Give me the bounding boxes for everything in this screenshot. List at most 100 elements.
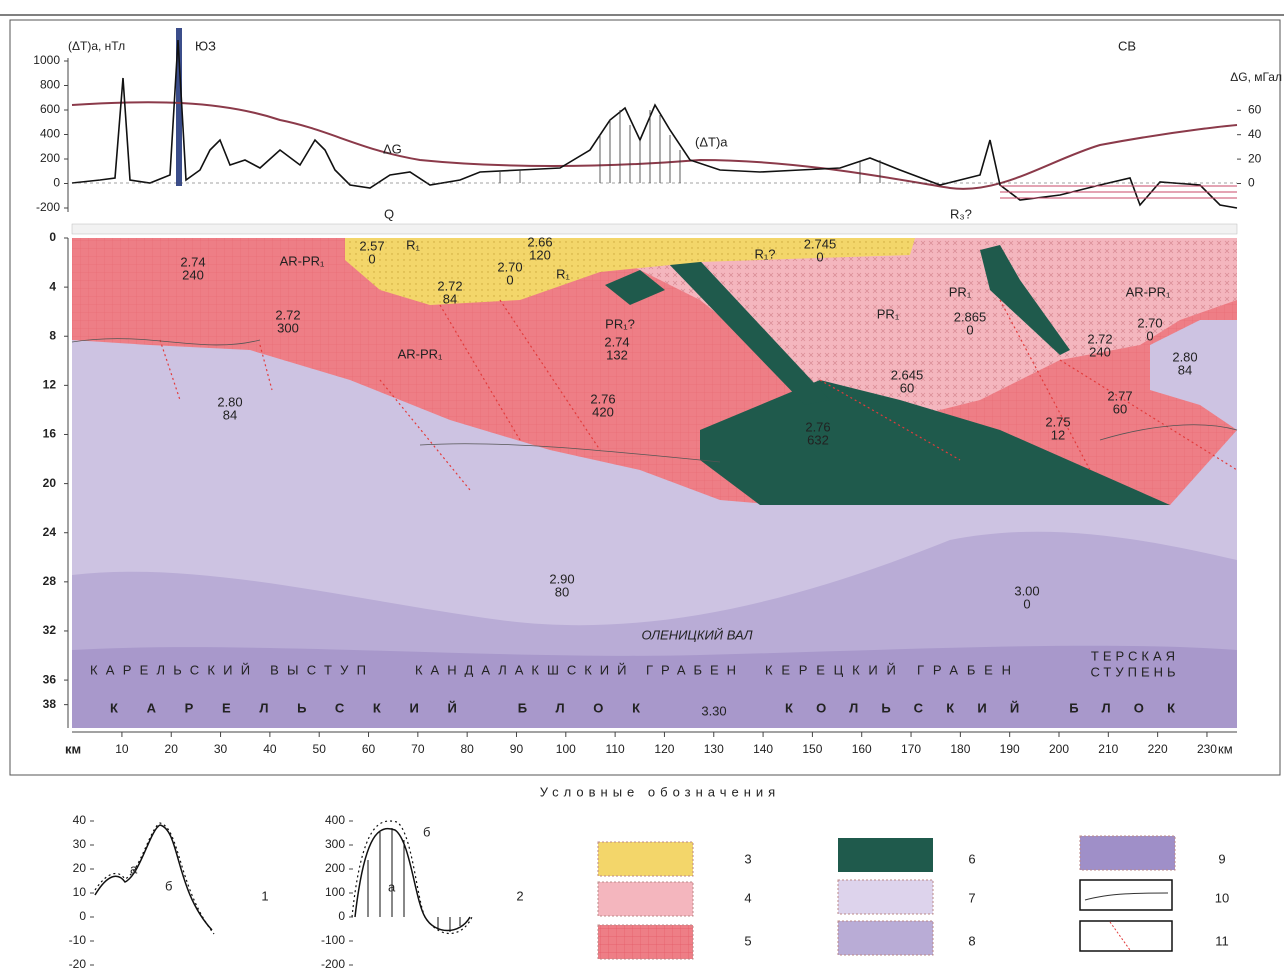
tick-label: 40 [73,813,87,827]
distance-label: 50 [313,742,327,756]
y2-tick-label: 20 [1248,151,1262,165]
y-tick-label: 400 [40,127,60,141]
legend-letter: б [423,824,430,839]
axis-label: (ΔT)a, нТл [68,39,125,53]
distance-label: 170 [901,742,921,756]
distance-label: 120 [654,742,674,756]
distance-label: 80 [460,742,474,756]
y-tick-label: 0 [53,176,60,190]
y-tick-label: 600 [40,102,60,116]
axis-label: ΔG, мГал [1230,70,1282,84]
depth-label: 38 [43,697,57,711]
distance-label: 30 [214,742,228,756]
unit-name: R₁? [754,246,775,261]
profile-curves [72,28,1237,234]
tick-label: 100 [325,885,345,899]
block-name: КАРЕЛЬСКИЙ БЛОК [110,700,640,715]
unit-name: PR₁ [949,284,972,299]
structure-name: ТЕРСКАЯ [1091,648,1179,663]
legend-number: 1 [261,888,268,903]
legend-number: 9 [1218,851,1225,866]
structure-name: 3.30 [701,703,726,718]
legend-letter: а [130,861,138,876]
depth-label: 8 [49,328,56,342]
block-label: 0 [368,251,375,266]
legend [95,821,1175,959]
legend-number: 8 [968,933,975,948]
distance-label: 90 [510,742,524,756]
distance-label: 20 [165,742,179,756]
tick-label: -10 [69,933,87,947]
unit-label: км [1218,741,1233,756]
distance-label: 180 [950,742,970,756]
legend-number: 10 [1215,890,1229,905]
curve-label: Q [384,206,394,221]
tick-label: 30 [73,837,87,851]
y2-tick-label: 60 [1248,102,1262,116]
unit-name: PR₁? [605,316,635,331]
direction: СВ [1118,38,1136,53]
curve-label: (ΔT)a [695,134,728,149]
legend-number: 4 [744,890,751,905]
depth-label: 12 [43,378,57,392]
unit-name: AR-PR₁ [280,253,325,268]
distance-label: 100 [556,742,576,756]
block-label: 132 [606,347,628,362]
block-label: 60 [1113,401,1127,416]
block-label: 84 [1178,362,1192,377]
tick-label: 400 [325,813,345,827]
block-label: 80 [555,584,569,599]
tick-label: -100 [321,933,345,947]
block-label: 300 [277,320,299,335]
y2-tick-label: 0 [1248,176,1255,190]
depth-label: 16 [43,427,57,441]
block-label: 0 [506,272,513,287]
distance-label: 220 [1148,742,1168,756]
block-label: 84 [223,407,237,422]
tick-label: -200 [321,957,345,971]
distance-label: 140 [753,742,773,756]
curve-label: R₃? [950,206,972,221]
legend-number: 7 [968,890,975,905]
structure-name: КАРЕЛЬСКИЙ ВЫСТУП [90,662,370,677]
block-label: 240 [182,267,204,282]
legend-number: 3 [744,851,751,866]
distance-label: 200 [1049,742,1069,756]
depth-label: 20 [43,476,57,490]
unit-name: PR₁ [877,306,900,321]
depth-label: 0 [49,230,56,244]
figure: 10008006004002000-2006040200(ΔT)a, нТлΔG… [0,0,1284,973]
legend-title: Условные обозначения [540,784,780,799]
section [72,238,1237,728]
block-label: 420 [592,404,614,419]
block-label: 12 [1051,427,1065,442]
depth-label: 28 [43,574,57,588]
legend-number: 5 [744,933,751,948]
unit-name: AR-PR₁ [1126,284,1171,299]
legend-number: 11 [1215,933,1229,948]
depth-label: 36 [43,672,57,686]
legend-number: 6 [968,851,975,866]
legend-number: 2 [516,888,523,903]
depth-label: 32 [43,623,57,637]
tick-label: 20 [73,861,87,875]
block-label: 0 [1023,596,1030,611]
distance-label: 230 [1197,742,1217,756]
tick-label: 0 [79,909,86,923]
block-label: 0 [1146,328,1153,343]
distance-label: 130 [704,742,724,756]
y-tick-label: 1000 [33,53,60,67]
tick-label: -20 [69,957,87,971]
distance-label: 70 [411,742,425,756]
tick-label: 10 [73,885,87,899]
structure-name: СТУПЕНЬ [1090,664,1179,679]
distance-label: 60 [362,742,376,756]
y-tick-label: 200 [40,151,60,165]
legend-letter: б [165,878,172,893]
block-label: 0 [816,249,823,264]
y-tick-label: 800 [40,78,60,92]
depth-label: 4 [49,279,56,293]
structure-name: ОЛЕНИЦКИЙ ВАЛ [641,626,752,642]
tick-label: 300 [325,837,345,851]
distance-label: 150 [802,742,822,756]
